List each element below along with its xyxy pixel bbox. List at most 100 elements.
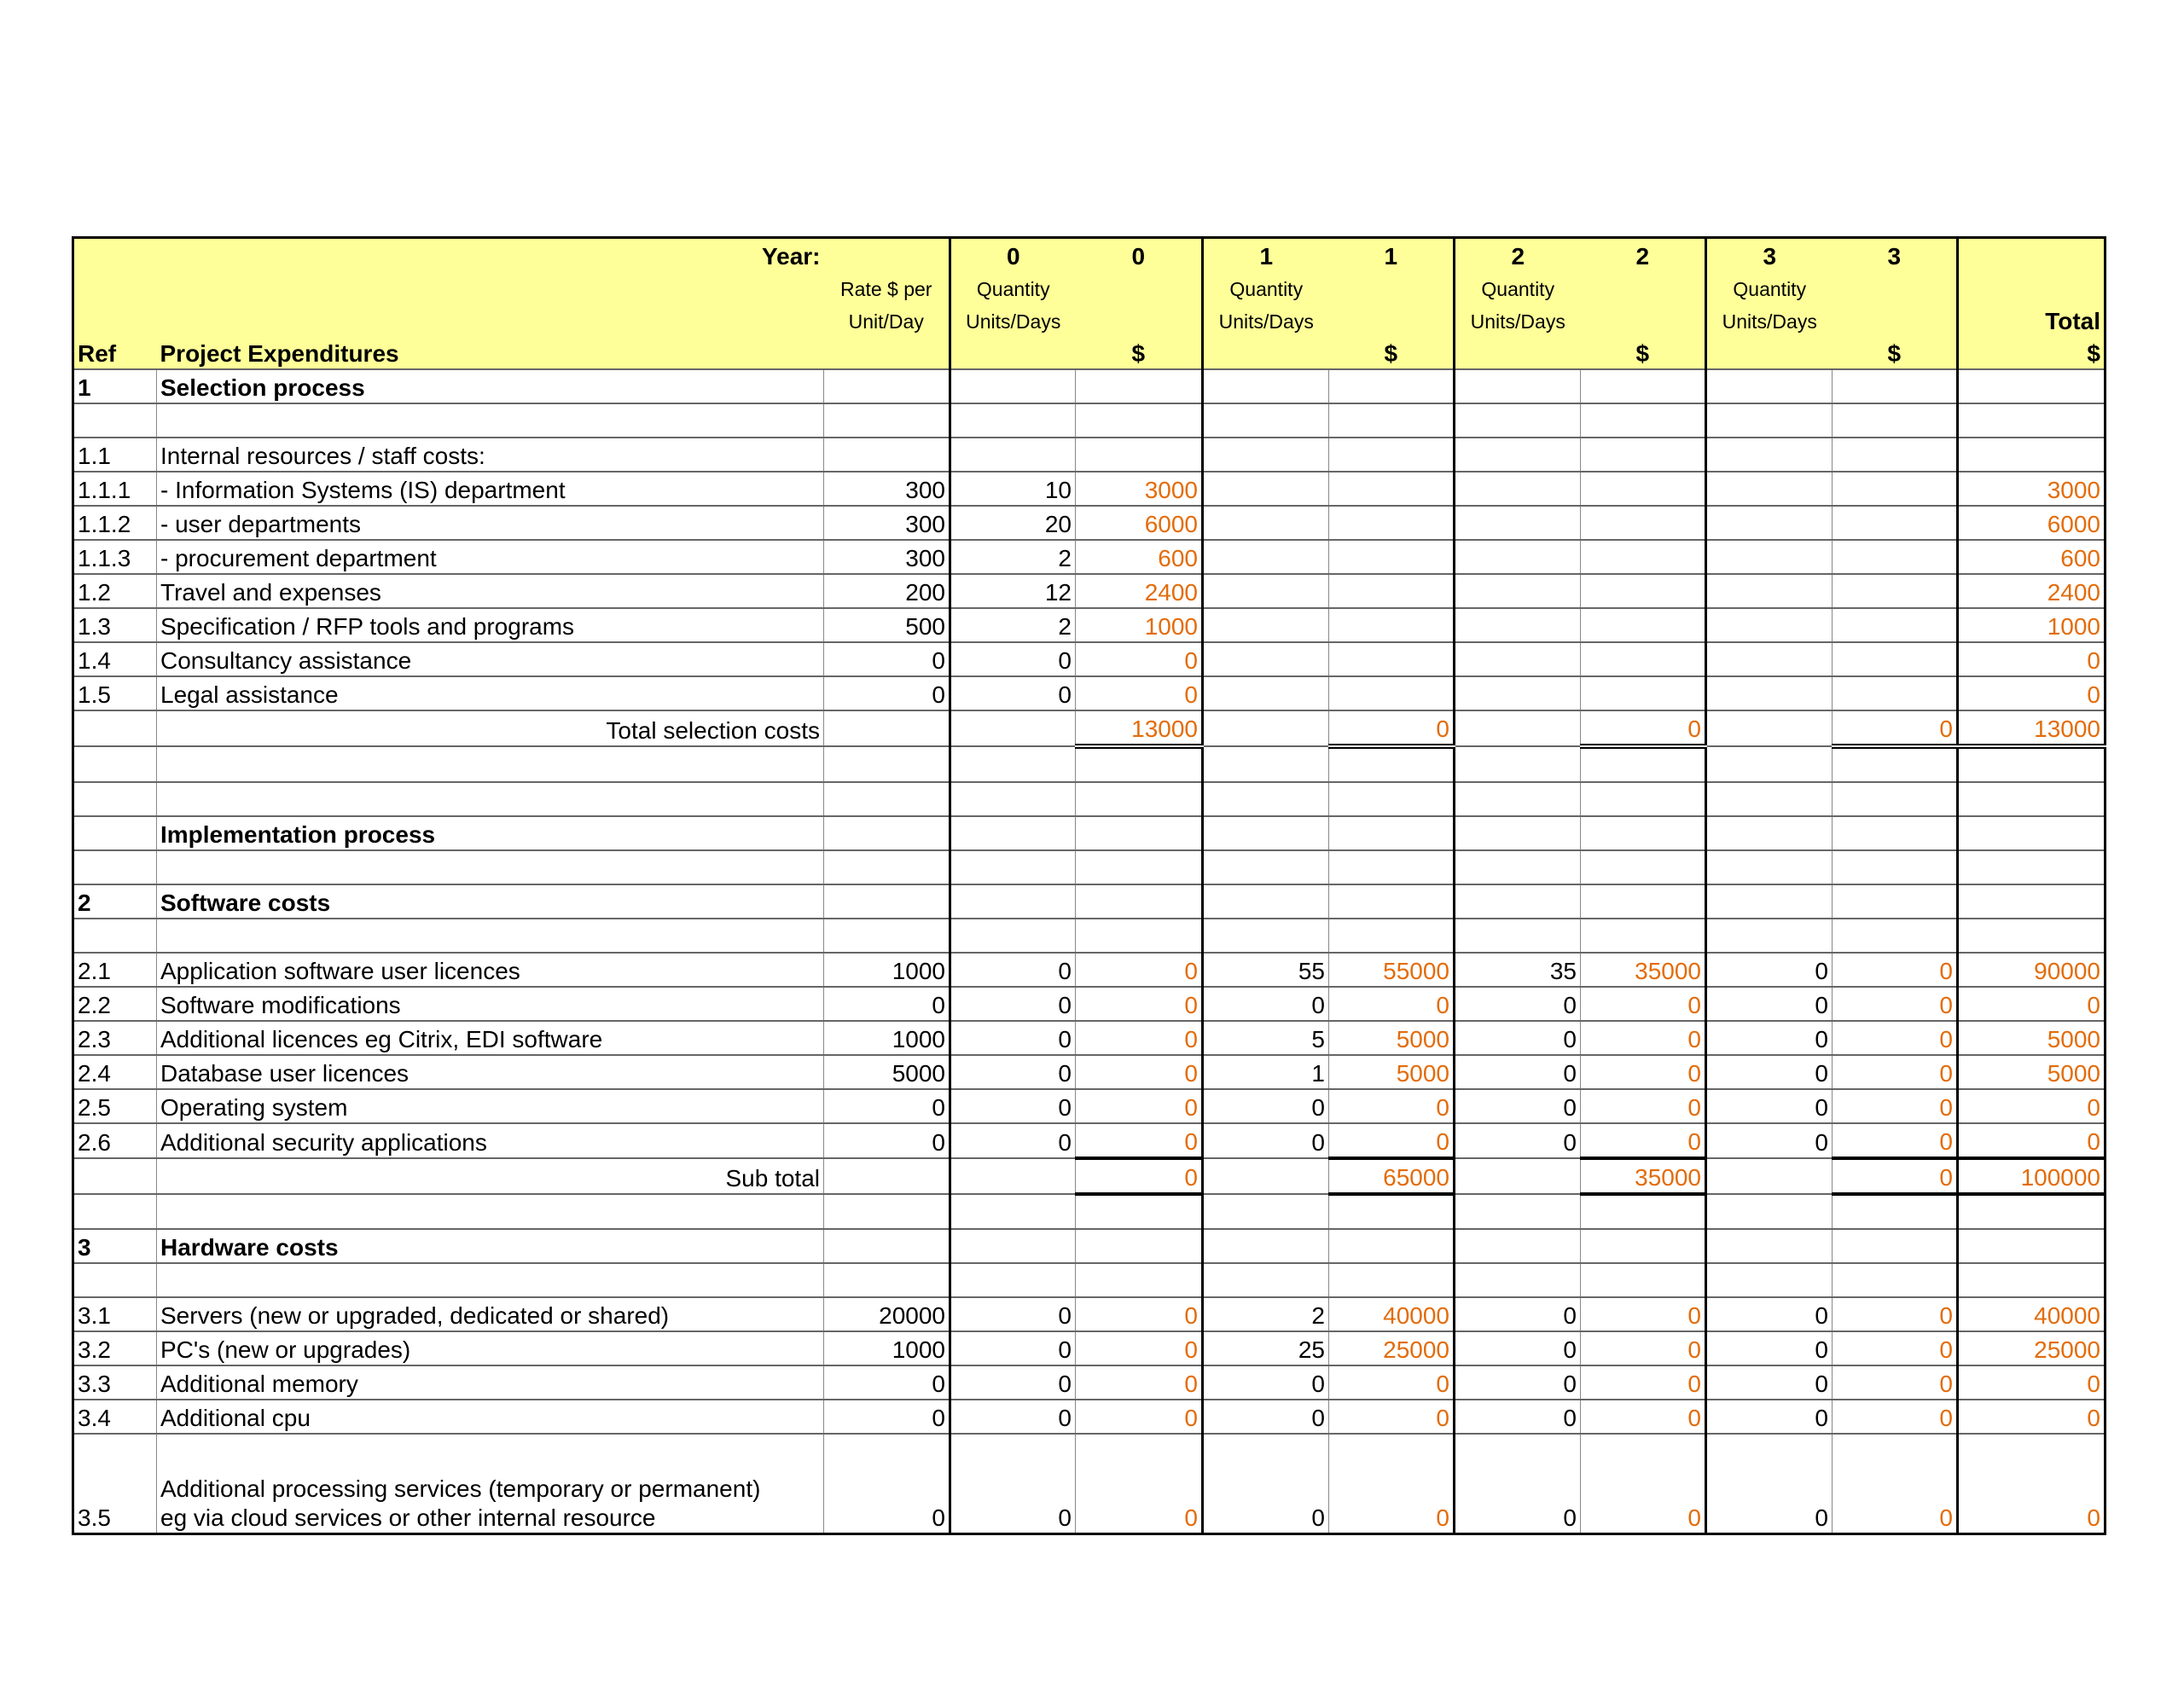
total-cell[interactable]: 6000 [1956, 505, 2106, 540]
year-1-dollars-cell[interactable] [1328, 745, 1455, 782]
rate-cell[interactable] [823, 437, 950, 472]
year-3-qty-cell[interactable] [1705, 539, 1833, 574]
year-3-dollars-cell[interactable] [1832, 1228, 1958, 1263]
year-3-qty-cell[interactable] [1705, 368, 1833, 403]
ref-cell[interactable]: 2.6 [73, 1122, 157, 1158]
year-1-dollars-cell[interactable] [1328, 1228, 1455, 1263]
year-3-qty-cell[interactable] [1705, 1228, 1833, 1263]
year-2-qty-cell[interactable] [1453, 918, 1581, 953]
year-1-qty-cell[interactable]: 0 [1201, 1399, 1329, 1434]
ref-cell[interactable]: 2.4 [73, 1054, 157, 1089]
rate-cell[interactable]: 0 [823, 641, 950, 676]
year-2-qty-cell[interactable] [1453, 781, 1581, 816]
rate-cell[interactable]: 1000 [823, 1020, 950, 1055]
ref-cell[interactable] [73, 1157, 157, 1194]
year-2-dollars-cell[interactable] [1580, 849, 1706, 884]
rate-cell[interactable] [823, 918, 950, 953]
year-0-qty-cell[interactable]: 12 [949, 573, 1076, 608]
year-1-dollars-cell[interactable]: 0 [1328, 986, 1455, 1021]
description-cell[interactable]: Travel and expenses [156, 573, 824, 608]
year-2-qty-cell[interactable]: 0 [1453, 1330, 1581, 1365]
ref-cell[interactable] [73, 1193, 157, 1229]
description-cell[interactable]: Software modifications [156, 986, 824, 1021]
year-1-qty-cell[interactable]: 2 [1201, 1296, 1329, 1331]
year-1-dollars-cell[interactable]: 0 [1328, 1433, 1455, 1534]
year-0-qty-cell[interactable]: 20 [949, 505, 1076, 540]
ref-cell[interactable]: 2.3 [73, 1020, 157, 1055]
year-3-dollars-cell[interactable]: 0 [1832, 1157, 1958, 1196]
year-3-qty-cell[interactable]: 0 [1705, 1088, 1833, 1123]
year-3-dollars-cell[interactable] [1832, 1262, 1958, 1297]
year-3-qty-cell[interactable] [1705, 675, 1833, 710]
year-1-qty-cell[interactable] [1201, 403, 1329, 438]
year-3-dollars-cell[interactable]: 0 [1832, 1365, 1958, 1400]
year-0-dollars-cell[interactable]: 1000 [1075, 607, 1203, 642]
year-3-qty-cell[interactable] [1705, 710, 1833, 746]
year-2-qty-cell[interactable] [1453, 710, 1581, 746]
year-2-dollars-cell[interactable] [1580, 505, 1706, 540]
total-cell[interactable]: 3000 [1956, 471, 2106, 506]
total-cell[interactable] [1956, 918, 2106, 953]
ref-cell[interactable]: 1.5 [73, 675, 157, 710]
year-0-qty-cell[interactable]: 0 [949, 1399, 1076, 1434]
year-2-dollars-cell[interactable] [1580, 675, 1706, 710]
ref-cell[interactable]: 1 [73, 368, 157, 403]
year-3-qty-cell[interactable]: 0 [1705, 1020, 1833, 1055]
rate-cell[interactable] [823, 368, 950, 403]
year-3-dollars-cell[interactable]: 0 [1832, 986, 1958, 1021]
year-3-dollars-cell[interactable]: 0 [1832, 1020, 1958, 1055]
year-2-dollars-cell[interactable]: 0 [1580, 1122, 1706, 1158]
year-2-dollars-cell[interactable] [1580, 437, 1706, 472]
year-0-qty-cell[interactable]: 0 [949, 1365, 1076, 1400]
year-3-qty-cell[interactable]: 0 [1705, 952, 1833, 987]
year-2-dollars-cell[interactable]: 0 [1580, 986, 1706, 1021]
year-0-dollars-cell[interactable] [1075, 918, 1203, 953]
total-cell[interactable]: 0 [1956, 675, 2106, 710]
year-3-qty-cell[interactable] [1705, 1262, 1833, 1297]
year-2-dollars-cell[interactable] [1580, 539, 1706, 574]
ref-cell[interactable]: 1.3 [73, 607, 157, 642]
year-1-qty-cell[interactable] [1201, 745, 1329, 782]
year-3-dollars-cell[interactable]: 0 [1832, 1088, 1958, 1123]
year-2-qty-cell[interactable]: 35 [1453, 952, 1581, 987]
year-3-dollars-cell[interactable] [1832, 1193, 1958, 1229]
year-3-dollars-cell[interactable] [1832, 505, 1958, 540]
year-0-dollars-cell[interactable]: 0 [1075, 1088, 1203, 1123]
year-0-dollars-cell[interactable] [1075, 745, 1203, 782]
year-0-dollars-cell[interactable]: 13000 [1075, 710, 1203, 749]
rate-cell[interactable]: 0 [823, 1433, 950, 1534]
year-1-dollars-cell[interactable] [1328, 403, 1455, 438]
year-2-dollars-cell[interactable]: 0 [1580, 1020, 1706, 1055]
year-1-qty-cell[interactable]: 0 [1201, 986, 1329, 1021]
year-0-qty-cell[interactable] [949, 918, 1076, 953]
year-2-dollars-cell[interactable] [1580, 1262, 1706, 1297]
total-cell[interactable]: 5000 [1956, 1020, 2106, 1055]
year-0-qty-cell[interactable]: 0 [949, 1433, 1076, 1534]
year-3-qty-cell[interactable]: 0 [1705, 1433, 1833, 1534]
year-0-qty-cell[interactable] [949, 403, 1076, 438]
ref-cell[interactable] [73, 745, 157, 782]
year-2-dollars-cell[interactable] [1580, 745, 1706, 782]
description-cell[interactable] [156, 745, 824, 782]
year-1-dollars-cell[interactable] [1328, 368, 1455, 403]
year-2-dollars-cell[interactable]: 0 [1580, 1054, 1706, 1089]
year-2-dollars-cell[interactable] [1580, 573, 1706, 608]
total-cell[interactable]: 0 [1956, 1365, 2106, 1400]
year-2-dollars-cell[interactable] [1580, 1193, 1706, 1229]
year-3-dollars-cell[interactable] [1832, 745, 1958, 782]
year-1-qty-cell[interactable] [1201, 437, 1329, 472]
description-cell[interactable]: PC's (new or upgrades) [156, 1330, 824, 1365]
rate-cell[interactable] [823, 710, 950, 746]
rate-cell[interactable] [823, 1228, 950, 1263]
year-2-qty-cell[interactable] [1453, 368, 1581, 403]
total-cell[interactable] [1956, 815, 2106, 850]
description-cell[interactable] [156, 918, 824, 953]
year-3-dollars-cell[interactable]: 0 [1832, 952, 1958, 987]
rate-cell[interactable]: 200 [823, 573, 950, 608]
ref-cell[interactable] [73, 849, 157, 884]
total-cell[interactable]: 0 [1956, 1122, 2106, 1158]
year-2-qty-cell[interactable]: 0 [1453, 1296, 1581, 1331]
year-0-dollars-cell[interactable] [1075, 437, 1203, 472]
year-2-dollars-cell[interactable]: 0 [1580, 1365, 1706, 1400]
total-cell[interactable] [1956, 368, 2106, 403]
